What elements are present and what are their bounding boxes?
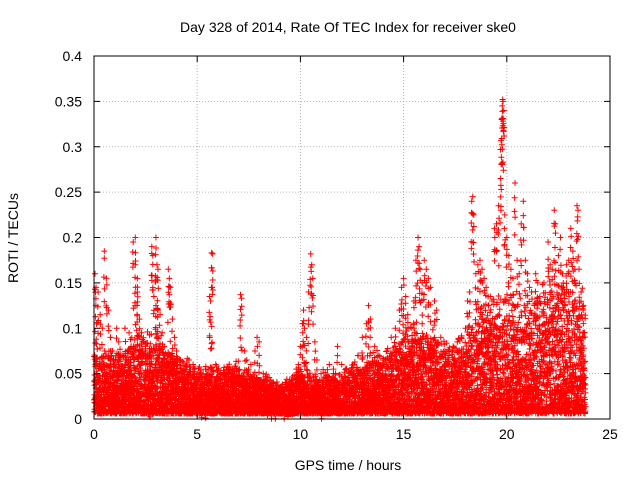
data-point — [141, 377, 148, 384]
data-point — [92, 339, 99, 346]
data-point — [131, 346, 138, 353]
data-point — [101, 366, 108, 373]
data-point — [144, 328, 151, 335]
data-points — [91, 96, 589, 422]
data-point — [158, 332, 165, 339]
data-point — [150, 352, 157, 359]
data-point — [117, 358, 124, 365]
data-point — [133, 327, 140, 334]
data-point — [154, 383, 161, 390]
data-point — [136, 325, 143, 332]
data-point — [147, 340, 154, 347]
data-point — [131, 336, 138, 343]
data-point — [117, 346, 124, 353]
data-point — [149, 378, 156, 385]
data-point — [142, 400, 149, 407]
data-point — [94, 345, 101, 352]
